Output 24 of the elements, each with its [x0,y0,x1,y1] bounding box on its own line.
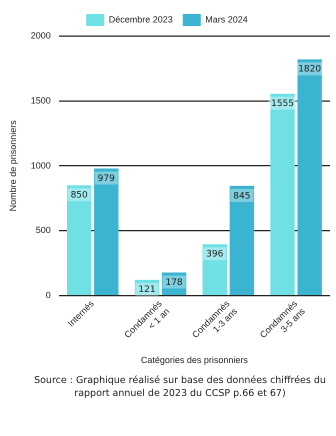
bar [202,244,227,296]
bar [94,168,118,296]
data-label: 850 [70,190,88,201]
y-tick-label: 1000 [30,160,51,170]
x-axis-title: Catégories des prisonniers [140,355,248,366]
data-label: 1555 [271,99,294,110]
legend-label: Mars 2024 [205,14,248,24]
source-note: Source : Graphique réalisé sur base des données chiffrées du rapport annuel de 2023 du CCSP p.66 et 67) [33,374,327,400]
legend-label: Décembre 2023 [108,14,173,24]
y-tick-label: 1500 [30,95,51,106]
y-tick-label: 0 [46,290,51,300]
bar [162,272,186,296]
y-tick-label: 500 [36,225,51,236]
data-label: 845 [233,191,250,202]
bar [297,59,322,296]
bar [230,186,254,296]
bar [66,185,92,296]
y-tick-label: 2000 [30,30,51,40]
data-label: 1820 [298,64,322,75]
data-label: 396 [206,250,224,260]
y-axis-title: Nombre de prisonniers [8,120,18,212]
data-label: 121 [138,285,156,296]
data-label: 178 [165,278,183,288]
data-label: 979 [98,174,116,184]
